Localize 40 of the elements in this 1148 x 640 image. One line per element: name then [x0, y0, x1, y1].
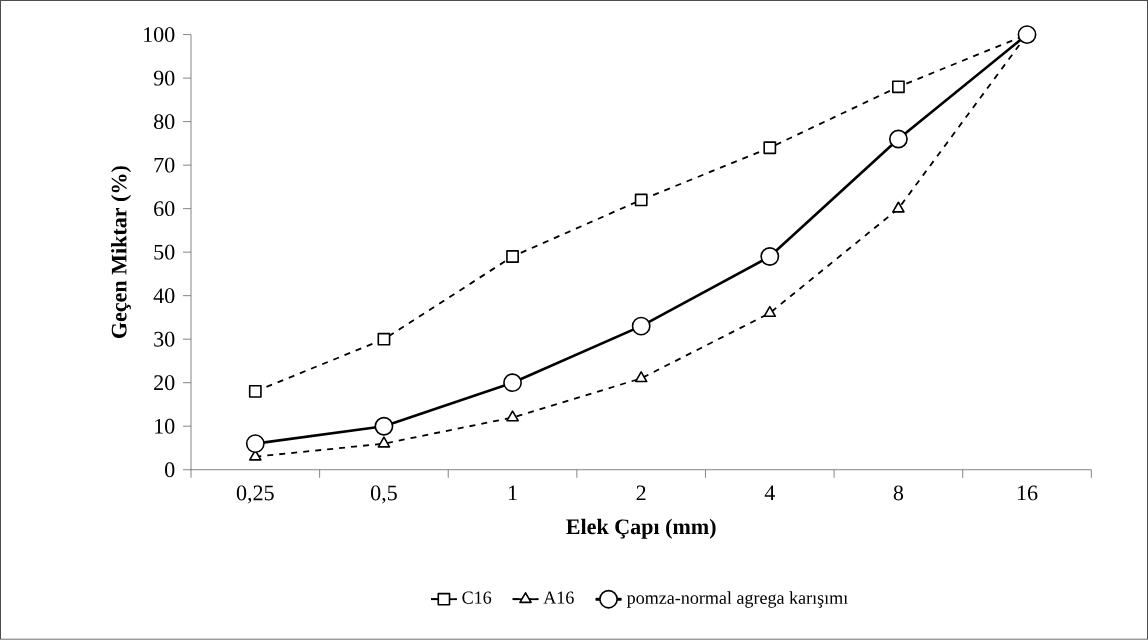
point	[892, 80, 905, 94]
legend-label: C16	[462, 591, 492, 604]
point	[634, 193, 648, 207]
x-tick-label: 16	[1017, 485, 1038, 501]
x-tick-label: 0,5	[371, 485, 397, 504]
point	[374, 416, 394, 436]
point	[248, 385, 262, 398]
x-tick-label: 4	[764, 485, 775, 501]
y-tick-label: 10	[155, 418, 175, 434]
y-tick-label: 70	[154, 157, 175, 173]
x-tick-label: 0,25	[236, 485, 274, 504]
point	[506, 410, 519, 422]
y-tick-label: 80	[154, 114, 175, 130]
point	[506, 250, 519, 264]
y-tick-label: 40	[153, 288, 175, 304]
legend-label: A16	[543, 591, 574, 604]
x-axis-title: Elek Çapı (mm)	[566, 518, 716, 539]
y-tick-label: 30	[154, 331, 175, 347]
y-tick-label: 100	[144, 27, 175, 43]
y-tick-label: 0	[165, 462, 175, 478]
point	[892, 201, 905, 213]
point	[377, 436, 391, 448]
y-tick-label: 50	[154, 244, 175, 260]
y-tick-label: 90	[153, 70, 175, 86]
point	[763, 141, 777, 155]
x-tick-label: 2	[636, 485, 646, 501]
point	[760, 247, 780, 267]
y-tick-label: 60	[154, 201, 175, 217]
point	[763, 306, 777, 318]
point	[245, 434, 265, 454]
point	[889, 129, 908, 149]
point	[634, 371, 648, 383]
point	[377, 332, 391, 346]
legend-label: pomza-normal agrega karışımı	[626, 591, 848, 608]
x-tick-label: 8	[893, 485, 904, 501]
x-tick-label: 1	[508, 485, 517, 501]
point	[631, 316, 651, 336]
y-axis-title: Geçen Miktar (%)	[111, 166, 132, 339]
point	[503, 373, 522, 393]
y-tick-label: 20	[154, 375, 175, 391]
